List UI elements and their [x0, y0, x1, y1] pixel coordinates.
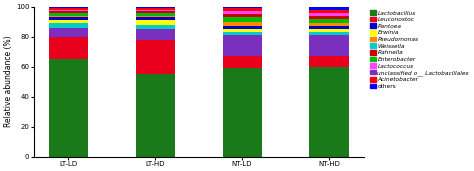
- Bar: [310, 23, 348, 26]
- Bar: [222, 22, 262, 26]
- Bar: [49, 16, 88, 17]
- Bar: [310, 35, 348, 56]
- Bar: [136, 13, 175, 16]
- Bar: [136, 40, 175, 74]
- Bar: [222, 7, 262, 8]
- Bar: [222, 26, 262, 29]
- Bar: [310, 29, 348, 32]
- Y-axis label: Relative abundance (%): Relative abundance (%): [4, 36, 13, 127]
- Bar: [49, 37, 88, 59]
- Bar: [310, 19, 348, 23]
- Bar: [136, 25, 175, 29]
- Bar: [136, 17, 175, 20]
- Bar: [136, 10, 175, 11]
- Bar: [49, 7, 88, 8]
- Bar: [49, 59, 88, 157]
- Bar: [222, 29, 262, 32]
- Bar: [310, 13, 348, 16]
- Bar: [49, 28, 88, 37]
- Bar: [136, 8, 175, 10]
- Bar: [49, 23, 88, 28]
- Bar: [136, 74, 175, 157]
- Bar: [222, 56, 262, 68]
- Bar: [136, 16, 175, 17]
- Bar: [136, 29, 175, 40]
- Legend: Lactobacillus, Leuconostoc, Pantoea, Erwinia, Pseudomonas, Weissella, Rahnella, : Lactobacillus, Leuconostoc, Pantoea, Erw…: [370, 10, 469, 90]
- Bar: [49, 20, 88, 23]
- Bar: [310, 56, 348, 67]
- Bar: [310, 32, 348, 35]
- Bar: [222, 8, 262, 11]
- Bar: [49, 17, 88, 20]
- Bar: [136, 7, 175, 8]
- Bar: [310, 16, 348, 19]
- Bar: [49, 10, 88, 11]
- Bar: [310, 7, 348, 10]
- Bar: [49, 13, 88, 16]
- Bar: [222, 35, 262, 56]
- Bar: [310, 10, 348, 13]
- Bar: [49, 11, 88, 13]
- Bar: [222, 11, 262, 14]
- Bar: [222, 68, 262, 157]
- Bar: [222, 17, 262, 22]
- Bar: [222, 14, 262, 17]
- Bar: [49, 8, 88, 10]
- Bar: [136, 11, 175, 13]
- Bar: [310, 67, 348, 157]
- Bar: [136, 20, 175, 25]
- Bar: [222, 32, 262, 35]
- Bar: [310, 26, 348, 29]
